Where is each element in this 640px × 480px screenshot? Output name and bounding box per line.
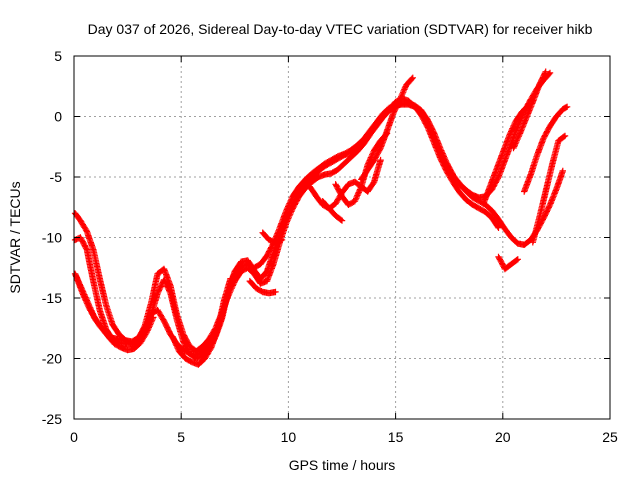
series-markers [246, 277, 279, 297]
y-tick-label: -10 [42, 230, 62, 246]
series-arc-15 [529, 132, 569, 246]
x-tick-label: 15 [388, 429, 404, 445]
series-markers [480, 102, 532, 207]
chart-title: Day 037 of 2026, Sidereal Day-to-day VTE… [88, 21, 593, 37]
series-markers [71, 69, 554, 359]
series-arc-6 [246, 277, 279, 297]
y-axis-title: SDTVAR / TECUs [7, 181, 23, 293]
series-arc-13 [480, 102, 532, 207]
series-markers [71, 95, 502, 355]
series-arc-11 [358, 74, 416, 183]
y-tick-label: -5 [50, 169, 63, 185]
series-arc-4 [72, 273, 157, 354]
series-markers [358, 74, 416, 183]
series-markers [510, 68, 549, 152]
x-tick-label: 10 [281, 429, 297, 445]
data-marks [71, 68, 571, 368]
series-markers [72, 273, 157, 354]
x-tick-label: 0 [70, 429, 78, 445]
y-tick-label: 5 [54, 48, 62, 64]
series-arc-12 [495, 253, 521, 273]
series-arc-14 [521, 103, 571, 195]
series-arc-16 [510, 68, 549, 152]
x-tick-label: 20 [495, 429, 511, 445]
series-markers [521, 103, 571, 195]
y-tick-label: -25 [42, 411, 62, 427]
x-axis-title: GPS time / hours [289, 457, 396, 473]
x-tick-label: 5 [177, 429, 185, 445]
x-tick-label: 25 [602, 429, 618, 445]
series-markers [495, 253, 521, 273]
series-markers [529, 132, 569, 246]
series-arc-1 [71, 69, 554, 359]
y-tick-label: -15 [42, 290, 62, 306]
series-markers [259, 229, 286, 246]
series-arc-7 [259, 229, 286, 246]
series-arc-5 [169, 275, 234, 368]
series-arc-3 [71, 95, 502, 355]
y-tick-label: -20 [42, 351, 62, 367]
y-tick-label: 0 [54, 109, 62, 125]
axis-ticks: 0 5 10 15 20 25 -25 -20 -15 -10 -5 0 5 [42, 48, 618, 445]
series-markers [169, 275, 234, 368]
